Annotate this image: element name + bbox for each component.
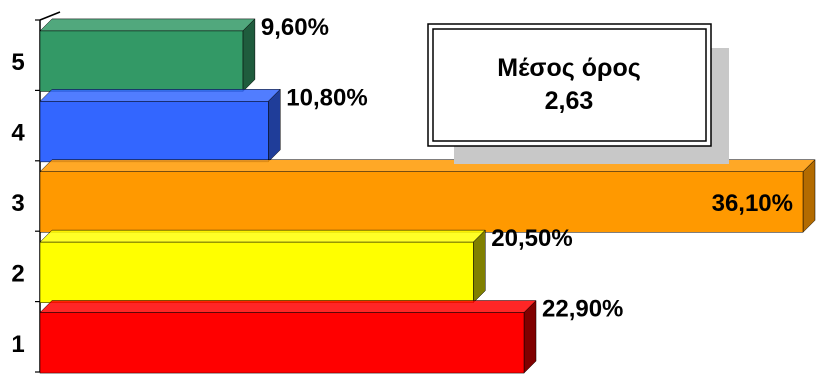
category-label: 2: [11, 260, 24, 287]
mean-annotation: Μέσος όρος 2,63: [427, 23, 729, 164]
category-label: 5: [11, 49, 24, 76]
value-label: 20,50%: [491, 225, 572, 252]
bar-side-face: [523, 299, 537, 374]
bar-front-face: [39, 101, 269, 163]
bar-2: [39, 229, 486, 304]
bar-side-face: [242, 18, 256, 93]
axis-depth-line: [39, 11, 61, 21]
bar-1: [39, 299, 537, 374]
bar-front-face: [39, 30, 244, 92]
bar-top-face: [39, 300, 537, 313]
bar-3: [39, 159, 816, 233]
value-label: 36,10%: [712, 190, 793, 217]
mean-annotation-inner-border: [432, 28, 707, 142]
bar-side-face: [473, 229, 486, 304]
value-labels: 9,60% 10,80% 36,10% 20,50% 22,90%: [261, 14, 793, 323]
bar-side-face: [268, 88, 281, 163]
bar-front-face: [39, 171, 804, 233]
bar-4: [39, 88, 281, 163]
value-label: 9,60%: [261, 14, 329, 41]
bar-top-face: [39, 89, 281, 102]
category-label: 1: [11, 331, 24, 358]
value-label: 10,80%: [286, 84, 367, 111]
value-label: 22,90%: [542, 296, 623, 323]
mean-annotation-box: [427, 23, 712, 147]
mean-annotation-value: 2,63: [545, 87, 594, 115]
bar-front-face: [39, 312, 525, 374]
bar-front-face: [39, 241, 474, 303]
bar-side-face: [802, 159, 816, 233]
category-labels: 5 4 3 2 1: [11, 49, 25, 358]
category-label: 3: [11, 190, 24, 217]
bar-5: [39, 18, 256, 93]
bar-top-face: [39, 229, 486, 243]
category-label: 4: [11, 120, 25, 147]
mean-annotation-title: Μέσος όρος: [497, 54, 640, 82]
bar-top-face: [39, 18, 256, 32]
bars-group: [39, 18, 816, 374]
